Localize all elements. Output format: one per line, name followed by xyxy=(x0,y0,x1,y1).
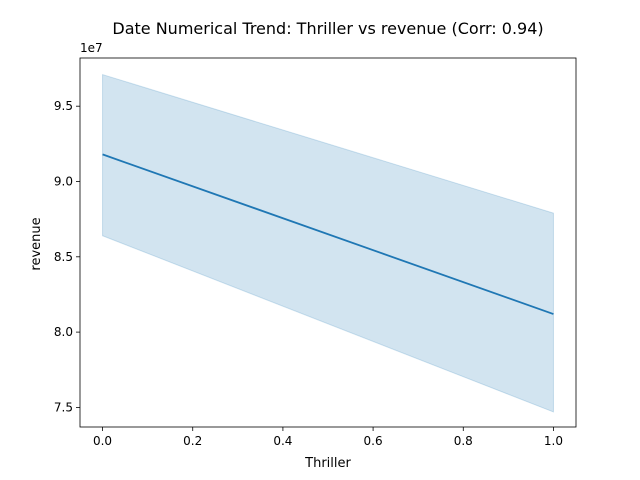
y-tick-label: 7.5 xyxy=(54,400,73,414)
y-tick-label: 8.5 xyxy=(54,250,73,264)
x-tick-label: 0.2 xyxy=(183,434,202,448)
x-tick-label: 0.8 xyxy=(454,434,473,448)
x-axis-label: Thriller xyxy=(304,456,351,471)
plot-area xyxy=(102,73,554,413)
x-tick-label: 0.6 xyxy=(364,434,383,448)
y-tick-label: 9.0 xyxy=(54,175,73,189)
y-axis-label: revenue xyxy=(29,217,44,270)
series-line-0 xyxy=(102,153,554,315)
confidence-band-0 xyxy=(102,73,554,413)
y-offset-label: 1e7 xyxy=(80,41,103,55)
y-tick-label: 8.0 xyxy=(54,325,73,339)
x-tick-label: 1.0 xyxy=(544,434,563,448)
y-tick-label: 9.5 xyxy=(54,99,73,113)
x-tick-label: 0.0 xyxy=(93,434,112,448)
axes: 0.0 0.2 0.4 0.6 0.8 1.0 7.5 8.0 8.5 9.0 9.5 xyxy=(54,57,577,448)
x-tick-label: 0.4 xyxy=(273,434,292,448)
plot-frame xyxy=(79,57,577,428)
chart-title: Date Numerical Trend: Thriller vs revenu… xyxy=(112,19,543,38)
